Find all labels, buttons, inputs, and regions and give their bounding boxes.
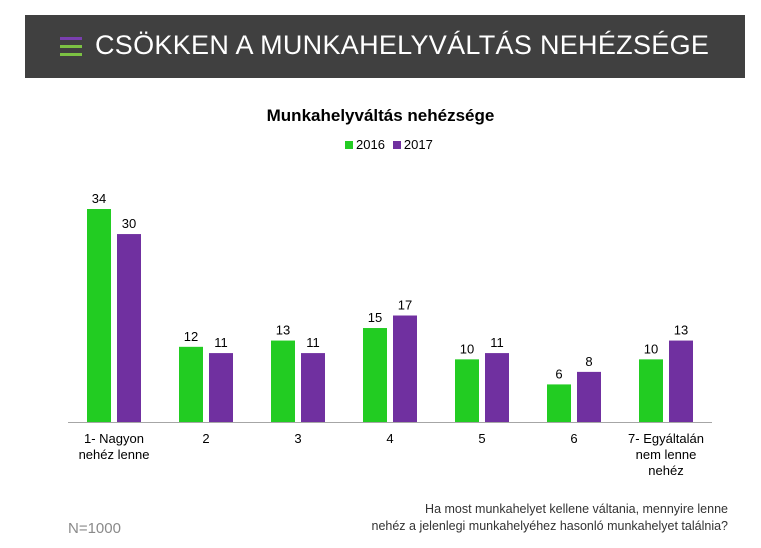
data-label-2016-cat-1: 34 bbox=[92, 191, 106, 206]
bar-2017-cat-7 bbox=[669, 340, 693, 422]
data-label-2017-cat-5: 11 bbox=[490, 335, 504, 350]
data-label-2017-cat-1: 30 bbox=[122, 216, 136, 231]
bar-2016-cat-2 bbox=[179, 346, 203, 422]
survey-question-line-2: nehéz a jelenlegi munkahelyéhez hasonló … bbox=[371, 519, 729, 533]
category-label-7-line-2: nem lenne bbox=[636, 447, 697, 462]
category-label-4: 4 bbox=[386, 431, 393, 446]
bar-2017-cat-1 bbox=[117, 234, 141, 422]
data-label-2017-cat-6: 8 bbox=[585, 354, 592, 369]
bar-2016-cat-3 bbox=[271, 340, 295, 422]
sample-size: N=1000 bbox=[68, 520, 121, 537]
survey-question-line-1: Ha most munkahelyet kellene váltania, me… bbox=[425, 502, 728, 516]
legend-swatch-2017 bbox=[392, 140, 401, 149]
data-label-2016-cat-4: 15 bbox=[368, 310, 382, 325]
data-label-2017-cat-3: 11 bbox=[306, 335, 320, 350]
category-label-1-line-2: nehéz lenne bbox=[79, 447, 150, 462]
data-label-2017-cat-2: 11 bbox=[214, 335, 228, 350]
legend-label-2017: 2017 bbox=[403, 137, 433, 152]
category-label-1-line-1: 1- Nagyon bbox=[84, 431, 144, 446]
header-bar: CSÖKKEN A MUNKAHELYVÁLTÁS NEHÉZSÉGE bbox=[25, 15, 745, 78]
category-label-7: 7- Egyáltalán nem lenne nehéz bbox=[628, 431, 704, 478]
category-label-3: 3 bbox=[294, 431, 301, 446]
bar-2016-cat-5 bbox=[455, 359, 479, 422]
category-label-1: 1- Nagyon nehéz lenne bbox=[79, 431, 150, 462]
bar-2016-cat-1 bbox=[87, 209, 111, 422]
bar-2017-cat-3 bbox=[301, 353, 325, 422]
chart-legend: 2016 2017 bbox=[345, 137, 441, 152]
category-label-2-line-1: 2 bbox=[202, 431, 209, 446]
data-label-2016-cat-2: 12 bbox=[184, 329, 198, 344]
data-label-2016-cat-7: 10 bbox=[644, 341, 658, 356]
page-title: CSÖKKEN A MUNKAHELYVÁLTÁS NEHÉZSÉGE bbox=[95, 30, 710, 60]
bar-2016-cat-6 bbox=[547, 384, 571, 422]
bar-2016-cat-4 bbox=[363, 328, 387, 422]
category-label-7-line-3: nehéz bbox=[648, 463, 683, 478]
survey-question: Ha most munkahelyet kellene váltania, me… bbox=[372, 501, 729, 535]
bar-2017-cat-2 bbox=[209, 353, 233, 422]
menu-icon bbox=[60, 36, 82, 58]
category-label-5: 5 bbox=[478, 431, 485, 446]
chart-title: Munkahelyváltás nehézsége bbox=[266, 106, 495, 125]
bar-2016-cat-7 bbox=[639, 359, 663, 422]
bar-2017-cat-6 bbox=[577, 371, 601, 422]
data-label-2017-cat-4: 17 bbox=[398, 298, 412, 313]
legend-label-2016: 2016 bbox=[356, 137, 385, 152]
category-label-2: 2 bbox=[202, 431, 209, 446]
legend-item-2017: 2017 bbox=[392, 137, 433, 152]
category-label-4-line-1: 4 bbox=[386, 431, 393, 446]
category-label-6: 6 bbox=[570, 431, 577, 446]
bar-2017-cat-4 bbox=[393, 315, 417, 422]
bar-2017-cat-5 bbox=[485, 353, 509, 422]
category-label-6-line-1: 6 bbox=[570, 431, 577, 446]
data-label-2017-cat-7: 13 bbox=[674, 323, 688, 338]
category-label-5-line-1: 5 bbox=[478, 431, 485, 446]
legend-swatch-2016 bbox=[345, 140, 353, 149]
data-label-2016-cat-6: 6 bbox=[555, 366, 562, 381]
category-label-7-line-1: 7- Egyáltalán bbox=[628, 431, 704, 446]
legend-item-2016: 2016 bbox=[345, 137, 385, 152]
data-label-2016-cat-3: 13 bbox=[276, 323, 290, 338]
data-label-2016-cat-5: 10 bbox=[460, 341, 474, 356]
category-label-3-line-1: 3 bbox=[294, 431, 301, 446]
